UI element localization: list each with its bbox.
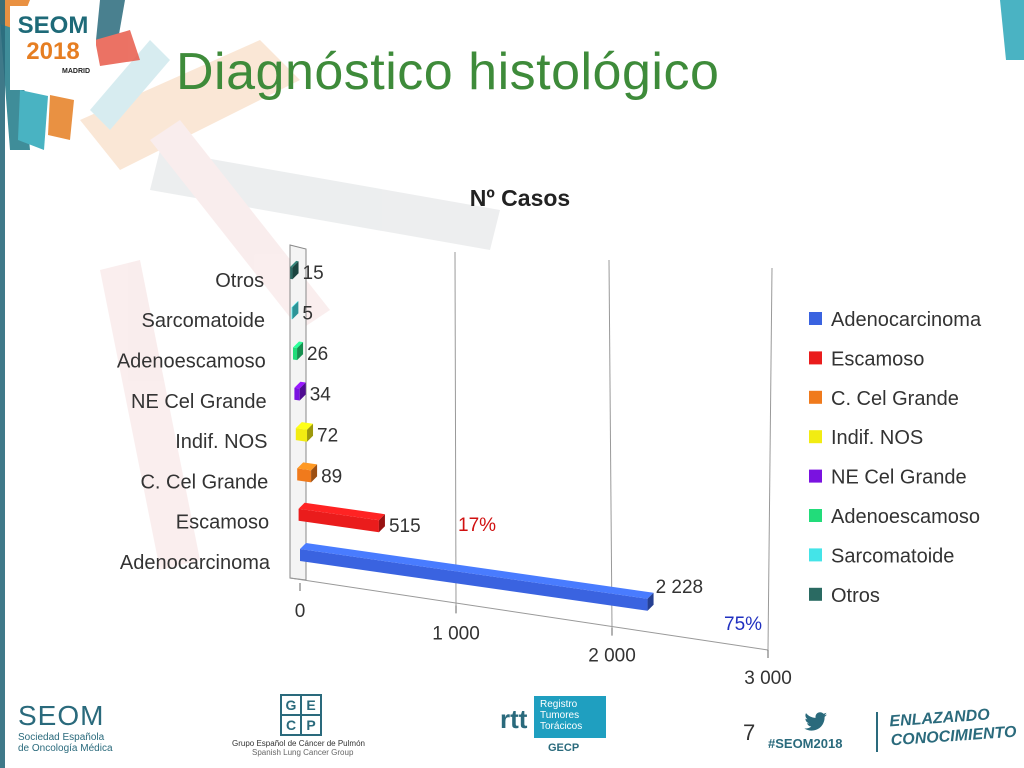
category-label: C. Cel Grande [140, 471, 268, 493]
legend-label: NE Cel Grande [831, 467, 967, 489]
hashtag-text: #SEOM2018 [768, 736, 843, 751]
gecp-grid: G E C P [280, 694, 322, 736]
gecp-letter-p: P [302, 716, 320, 734]
seom-2018-logo: SEOM 2018 MADRID [10, 6, 96, 90]
gecp-letter-g: G [282, 696, 300, 714]
chart-title: Nº Casos [470, 185, 570, 211]
seom-sub-2: de Oncología Médica [18, 743, 113, 754]
bar-end-face [299, 382, 306, 401]
annotation-percent: 17% [458, 515, 496, 536]
seom-sub-1: Sociedad Española [18, 732, 105, 743]
legend-swatch [809, 312, 822, 325]
legend-label: Adenocarcinoma [831, 309, 982, 331]
data-label: 72 [317, 426, 338, 447]
twitter-bird-icon [804, 712, 827, 731]
category-label: Adenocarcinoma [120, 552, 271, 574]
legend-swatch [809, 587, 822, 601]
rtt-word: rtt [500, 704, 528, 734]
bar [290, 266, 293, 280]
bar [298, 508, 379, 533]
legend-swatch [809, 548, 822, 562]
legend-label: Otros [831, 585, 880, 607]
category-label: Indif. NOS [175, 431, 267, 453]
page-number: 7 [743, 720, 756, 745]
x-tick-label: 1 000 [432, 623, 480, 644]
data-label: 26 [307, 344, 328, 365]
legend-label: C. Cel Grande [831, 388, 959, 410]
data-label: 15 [303, 263, 324, 284]
legend-swatch [809, 509, 822, 522]
category-label: NE Cel Grande [131, 391, 267, 413]
seom-footer-logo: SEOM Sociedad Española de Oncología Médi… [18, 700, 113, 754]
x-gridline [608, 259, 613, 628]
legend-label: Sarcomatoide [831, 545, 954, 567]
bar [295, 428, 308, 442]
data-label: 515 [389, 516, 421, 537]
rtt-box-line-2: Tumores [540, 710, 580, 721]
bar-top-face [295, 422, 314, 430]
gecp-letter-e: E [302, 696, 320, 714]
bar-end-face [297, 342, 304, 361]
legend-swatch [809, 430, 822, 444]
legend-label: Indif. NOS [831, 427, 923, 449]
bar-top-face [297, 462, 318, 471]
bar [300, 549, 648, 611]
bar-end-face [647, 592, 654, 611]
bar-top-face [291, 301, 299, 308]
logo-seom-text: SEOM [17, 12, 89, 39]
legend-label: Escamoso [831, 348, 924, 370]
data-label: 2 228 [656, 577, 704, 598]
rtt-gecp-text: GECP [548, 742, 580, 754]
data-label: 34 [310, 385, 332, 406]
legend-swatch [809, 351, 822, 365]
bar [291, 307, 293, 320]
bar-top-face [294, 381, 306, 389]
bar-top-face [293, 341, 304, 349]
legend-label: Adenoescamoso [831, 506, 980, 528]
logo-city-text: MADRID [62, 68, 90, 75]
x-tick-label: 2 000 [588, 646, 636, 667]
bar [294, 387, 300, 401]
rtt-box-line-1: Registro [540, 699, 578, 710]
bar-end-face [378, 514, 385, 533]
page-title: Diagnóstico histológico [176, 43, 720, 101]
chart-side-wall [289, 244, 307, 581]
footer-divider [876, 712, 878, 752]
category-label: Sarcomatoide [142, 310, 265, 332]
bar [293, 347, 298, 361]
data-label: 5 [302, 303, 313, 324]
gecp-logo: G E C P Grupo Español de Cáncer de Pulmó… [232, 694, 372, 757]
bar [297, 468, 312, 483]
gecp-caption: Grupo Español de Cáncer de Pulmón [232, 739, 365, 748]
bar-end-face [307, 423, 314, 442]
x-tick-label: 0 [295, 601, 306, 622]
bar-end-face [292, 301, 299, 320]
annotation-percent: 75% [724, 614, 762, 635]
rtt-box: Registro Tumores Torácicos [534, 696, 606, 738]
category-label: Adenoescamoso [117, 351, 266, 373]
bar-end-face [292, 261, 299, 280]
x-gridline [767, 267, 773, 651]
chart-floor-edge [289, 577, 769, 651]
bar-top-face [290, 260, 299, 268]
data-label: 89 [321, 466, 342, 487]
logo-year-text: 2018 [26, 38, 80, 65]
x-gridline [454, 251, 457, 606]
legend-swatch [809, 469, 822, 483]
legend-swatch [809, 390, 822, 404]
category-label: Otros [215, 270, 264, 292]
category-label: Escamoso [176, 512, 269, 534]
seom-name: SEOM [18, 700, 105, 731]
bar-top-face [300, 543, 654, 599]
gecp-caption-en: Spanish Lung Cancer Group [252, 748, 354, 757]
x-tick-label: 3 000 [744, 668, 792, 689]
bar-top-face [298, 502, 385, 521]
gecp-letter-c: C [282, 716, 300, 734]
rtt-box-line-3: Torácicos [540, 721, 583, 732]
bar-end-face [311, 464, 318, 483]
